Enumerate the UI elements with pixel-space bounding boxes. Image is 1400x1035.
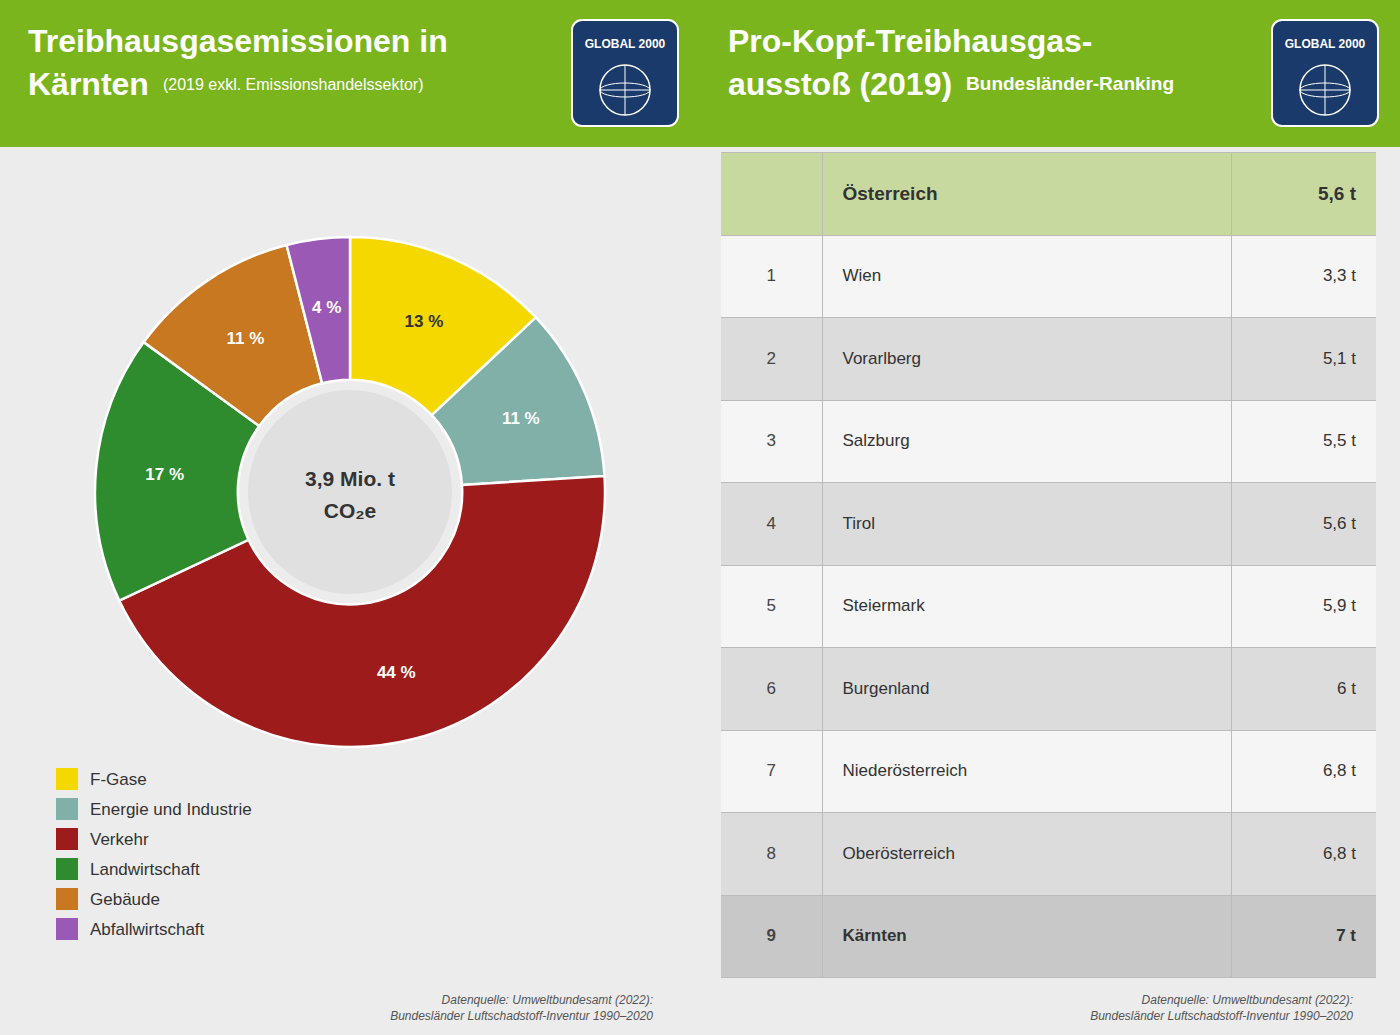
- table: Österreich5,6 t1Wien3,3 t2Vorarlberg5,1 …: [721, 152, 1376, 978]
- name-cell: Niederösterreich: [823, 731, 1232, 813]
- logo-globe: [600, 90, 650, 91]
- header: Treibhausgasemissionen in Kärnten (2019 ex…: [0, 0, 700, 147]
- logo-globe: [1300, 90, 1350, 91]
- source: Datenquelle: Umweltbundesamt (2022): Bun…: [1090, 992, 1353, 1024]
- table-header-name: Österreich: [823, 153, 1232, 235]
- table-row: 1Wien3,3 t: [721, 236, 1376, 319]
- data-label: 11 %: [226, 329, 264, 348]
- logo: GLOBAL 2000: [1270, 18, 1380, 128]
- data-label: 17 %: [145, 465, 184, 484]
- rank-cell: 1: [721, 236, 823, 318]
- logo-text: GLOBAL 2000: [1285, 37, 1366, 51]
- data-label: 44 %: [377, 663, 416, 682]
- value-cell: 6 t: [1232, 648, 1376, 730]
- center-circle: [248, 390, 452, 594]
- data-label: 11 %: [502, 409, 540, 428]
- value-cell: 6,8 t: [1232, 813, 1376, 895]
- center-text: 3,9 Mio. t: [305, 467, 395, 490]
- donut-chart: 13 % 11 % 44 % 17 % 11 % 4 % 3,9 Mio. t CO₂e F-G…: [0, 147, 700, 947]
- value-cell: 5,1 t: [1232, 318, 1376, 400]
- title: Treibhausgasemissionen in Kärnten: [28, 20, 448, 106]
- legend-swatch: [56, 798, 78, 820]
- donut-slice: [287, 237, 350, 383]
- source: Datenquelle: Umweltbundesamt (2022): Bun…: [390, 992, 653, 1024]
- rank-cell: 9: [721, 896, 823, 978]
- logo-globe: [600, 65, 650, 115]
- name-cell: Vorarlberg: [823, 318, 1232, 400]
- table-row: 8Oberösterreich6,8 t: [721, 813, 1376, 896]
- title-line: ausstoß (2019): [728, 66, 952, 102]
- table-row: 5Steiermark5,9 t: [721, 566, 1376, 649]
- rank-cell: [721, 153, 823, 235]
- data-label: 4 %: [312, 298, 341, 317]
- value-cell: 5,9 t: [1232, 566, 1376, 648]
- title-line: Pro-Kopf-Treibhausgas-: [728, 23, 1092, 59]
- value-cell: 7 t: [1232, 896, 1376, 978]
- rank-cell: 8: [721, 813, 823, 895]
- subtitle: Bundesländer-Ranking: [966, 73, 1174, 95]
- table-row: 6Burgenland6 t: [721, 648, 1376, 731]
- legend-label: Gebäude: [90, 890, 160, 909]
- logo-bg: [1272, 20, 1378, 126]
- logo-text: GLOBAL 2000: [585, 37, 666, 51]
- legend-label: Verkehr: [90, 830, 149, 849]
- name-cell: Steiermark: [823, 566, 1232, 648]
- rank-cell: 7: [721, 731, 823, 813]
- value-cell: 3,3 t: [1232, 236, 1376, 318]
- value-cell: 6,8 t: [1232, 731, 1376, 813]
- name-cell: Burgenland: [823, 648, 1232, 730]
- title-line: Kärnten: [28, 66, 149, 102]
- table-row: 4Tirol5,6 t: [721, 483, 1376, 566]
- rank-cell: 5: [721, 566, 823, 648]
- table-row: 3Salzburg5,5 t: [721, 401, 1376, 484]
- value-cell: 5,6 t: [1232, 483, 1376, 565]
- legend-swatch: [56, 858, 78, 880]
- rank-cell: 3: [721, 401, 823, 483]
- table-header-row: Österreich5,6 t: [721, 153, 1376, 236]
- logo-bg: [572, 20, 678, 126]
- table-row: 9Kärnten7 t: [721, 896, 1376, 979]
- legend: F-Gase Energie und Industrie Verkehr Landwi…: [56, 768, 252, 940]
- center-unit: CO₂e: [324, 499, 377, 522]
- table-row: 2Vorarlberg5,1 t: [721, 318, 1376, 401]
- name-cell: Kärnten: [823, 896, 1232, 978]
- rank-cell: 4: [721, 483, 823, 565]
- subtitle: (2019 exkl. Emissionshandelssektor): [163, 76, 424, 94]
- table-row: 7Niederösterreich6,8 t: [721, 731, 1376, 814]
- name-cell: Tirol: [823, 483, 1232, 565]
- data-label: 13 %: [405, 312, 444, 331]
- data-labels: 13 % 11 % 44 % 17 % 11 % 4 %: [145, 298, 539, 682]
- header: Pro-Kopf-Treibhausgas-ausstoß (2019) Bund…: [700, 0, 1400, 147]
- logo: GLOBAL 2000: [570, 18, 680, 128]
- legend-label: F-Gase: [90, 770, 147, 789]
- logo-globe: [1300, 65, 1350, 115]
- name-cell: Oberösterreich: [823, 813, 1232, 895]
- name-cell: Wien: [823, 236, 1232, 318]
- legend-label: Energie und Industrie: [90, 800, 252, 819]
- value-cell: 5,5 t: [1232, 401, 1376, 483]
- rank-cell: 2: [721, 318, 823, 400]
- rank-cell: 6: [721, 648, 823, 730]
- legend-swatch: [56, 888, 78, 910]
- legend-swatch: [56, 918, 78, 940]
- legend-swatch: [56, 828, 78, 850]
- title-line: Treibhausgasemissionen in: [28, 23, 448, 59]
- table-header-value: 5,6 t: [1232, 153, 1376, 235]
- legend-label: Abfallwirtschaft: [90, 920, 205, 939]
- donut-slice: [432, 317, 605, 485]
- name-cell: Salzburg: [823, 401, 1232, 483]
- legend-label: Landwirtschaft: [90, 860, 200, 879]
- legend-swatch: [56, 768, 78, 790]
